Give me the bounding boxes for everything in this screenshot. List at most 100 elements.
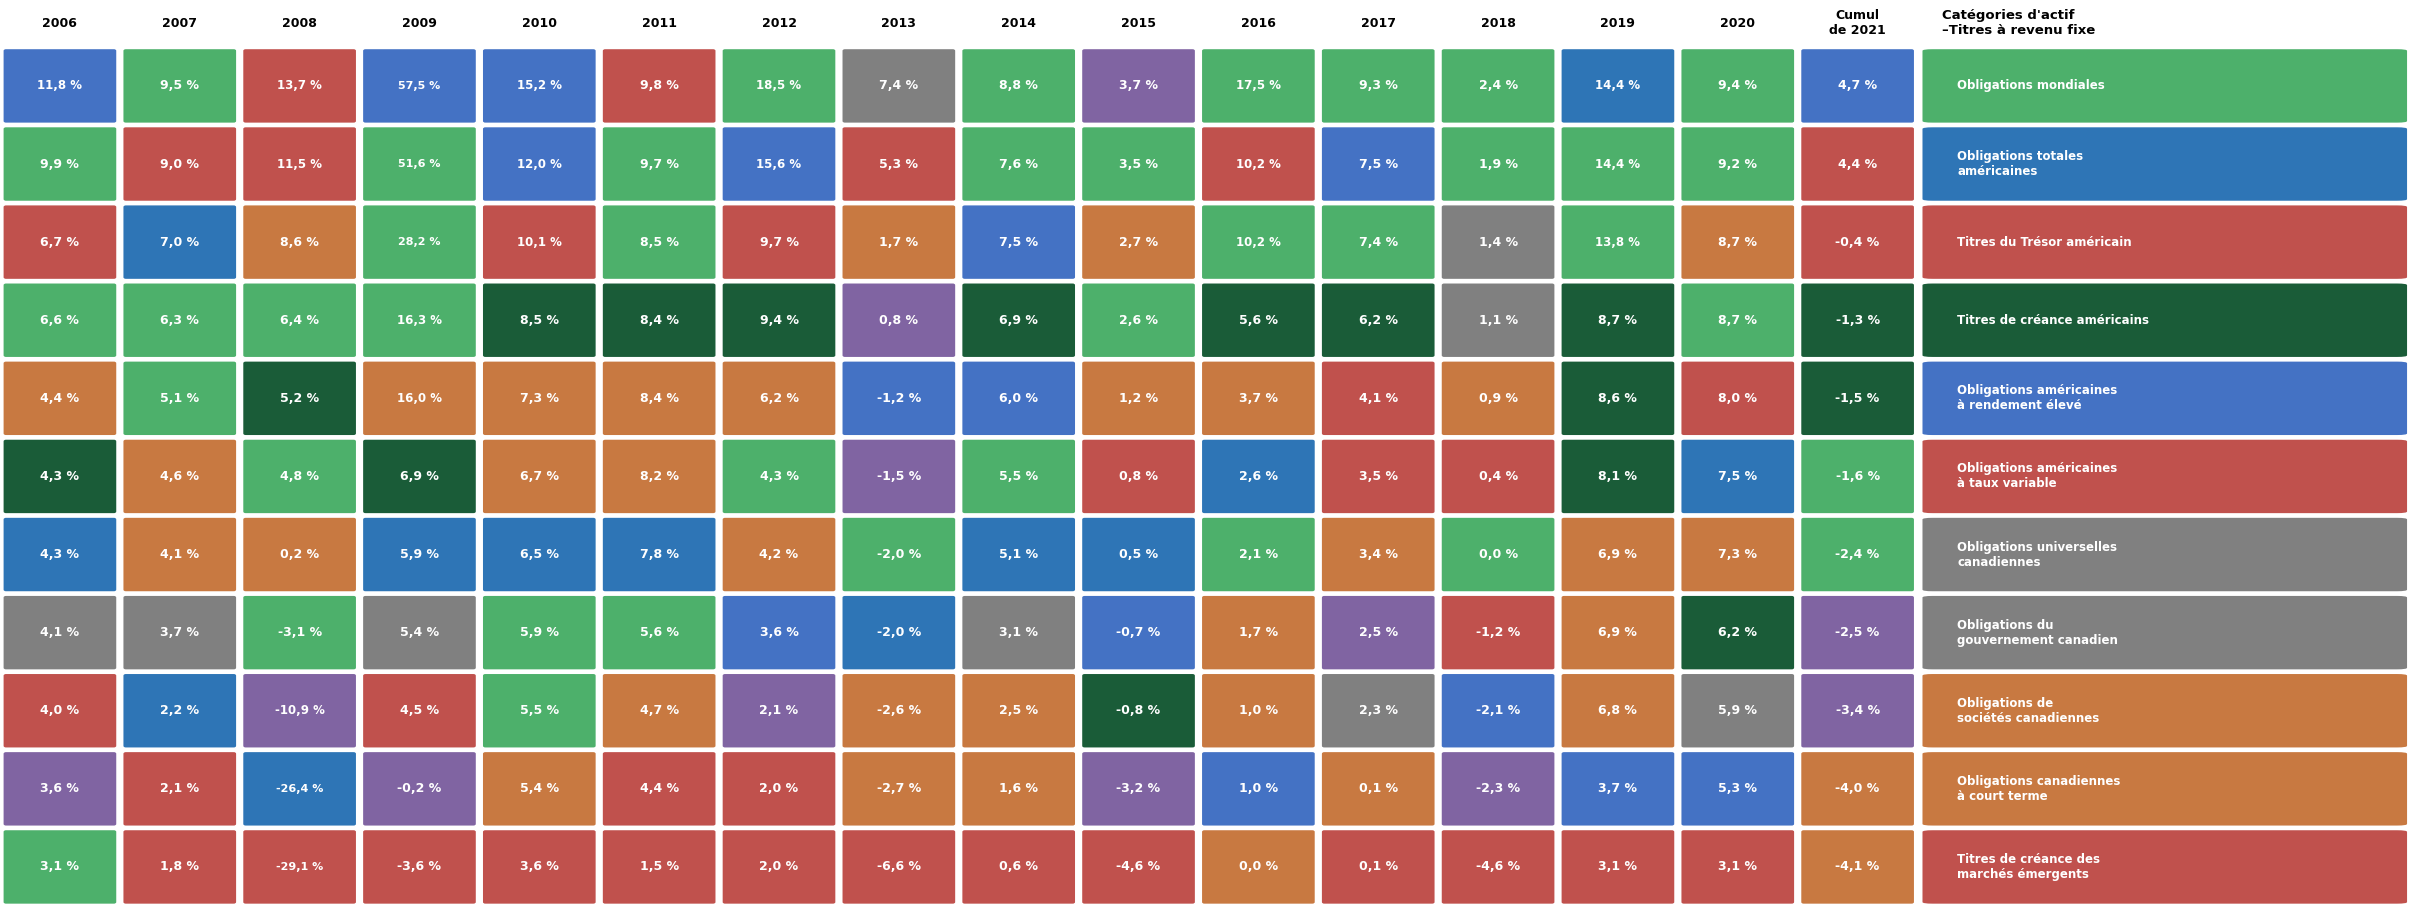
FancyBboxPatch shape (2, 49, 116, 122)
FancyBboxPatch shape (2, 128, 116, 201)
FancyBboxPatch shape (1561, 439, 1674, 513)
Text: Obligations canadiennes
à court terme: Obligations canadiennes à court terme (1956, 775, 2120, 803)
Text: -3,2 %: -3,2 % (1117, 783, 1160, 795)
FancyBboxPatch shape (1922, 830, 2407, 903)
Text: 4,7 %: 4,7 % (639, 704, 678, 718)
FancyBboxPatch shape (364, 49, 475, 122)
Text: -2,3 %: -2,3 % (1476, 783, 1520, 795)
FancyBboxPatch shape (2, 674, 116, 747)
FancyBboxPatch shape (1922, 284, 2407, 357)
FancyBboxPatch shape (1442, 439, 1553, 513)
FancyBboxPatch shape (1083, 439, 1194, 513)
FancyBboxPatch shape (123, 206, 236, 279)
FancyBboxPatch shape (1802, 206, 1915, 279)
Text: Obligations universelles
canadiennes: Obligations universelles canadiennes (1956, 541, 2118, 569)
Text: 51,6 %: 51,6 % (398, 159, 441, 169)
FancyBboxPatch shape (603, 206, 716, 279)
FancyBboxPatch shape (123, 518, 236, 592)
FancyBboxPatch shape (364, 830, 475, 903)
FancyBboxPatch shape (1083, 206, 1194, 279)
FancyBboxPatch shape (603, 439, 716, 513)
Text: 6,7 %: 6,7 % (521, 470, 560, 483)
Text: 10,1 %: 10,1 % (516, 236, 562, 248)
FancyBboxPatch shape (482, 361, 596, 435)
FancyBboxPatch shape (2, 830, 116, 903)
Text: 4,4 %: 4,4 % (1838, 158, 1877, 170)
FancyBboxPatch shape (1561, 284, 1674, 357)
FancyBboxPatch shape (364, 128, 475, 201)
FancyBboxPatch shape (1922, 518, 2407, 592)
Text: 2018: 2018 (1481, 17, 1515, 30)
Text: -2,5 %: -2,5 % (1836, 626, 1879, 639)
Text: 7,6 %: 7,6 % (999, 158, 1037, 170)
FancyBboxPatch shape (603, 830, 716, 903)
FancyBboxPatch shape (123, 128, 236, 201)
FancyBboxPatch shape (1083, 674, 1194, 747)
FancyBboxPatch shape (724, 439, 835, 513)
Text: 5,4 %: 5,4 % (400, 626, 439, 639)
Text: 12,0 %: 12,0 % (516, 158, 562, 170)
Text: 8,5 %: 8,5 % (521, 313, 560, 327)
Text: 4,2 %: 4,2 % (760, 548, 798, 561)
Text: 1,1 %: 1,1 % (1479, 313, 1517, 327)
FancyBboxPatch shape (1322, 752, 1435, 825)
Text: 2,7 %: 2,7 % (1119, 236, 1158, 248)
Text: 6,2 %: 6,2 % (1358, 313, 1397, 327)
FancyBboxPatch shape (1922, 49, 2407, 122)
Text: 9,8 %: 9,8 % (639, 80, 678, 92)
FancyBboxPatch shape (842, 49, 955, 122)
FancyBboxPatch shape (1922, 596, 2407, 670)
FancyBboxPatch shape (1442, 752, 1553, 825)
Text: 0,4 %: 0,4 % (1479, 470, 1517, 483)
Text: 2,4 %: 2,4 % (1479, 80, 1517, 92)
Text: 4,4 %: 4,4 % (41, 391, 80, 405)
Text: 14,4 %: 14,4 % (1594, 80, 1640, 92)
FancyBboxPatch shape (1201, 830, 1315, 903)
Text: 5,5 %: 5,5 % (519, 704, 560, 718)
Text: 9,9 %: 9,9 % (41, 158, 80, 170)
FancyBboxPatch shape (603, 596, 716, 670)
FancyBboxPatch shape (1681, 596, 1795, 670)
FancyBboxPatch shape (123, 439, 236, 513)
FancyBboxPatch shape (1442, 830, 1553, 903)
FancyBboxPatch shape (1083, 49, 1194, 122)
Text: 3,5 %: 3,5 % (1358, 470, 1397, 483)
FancyBboxPatch shape (1322, 49, 1435, 122)
FancyBboxPatch shape (2, 284, 116, 357)
Text: 0,0 %: 0,0 % (1240, 861, 1278, 873)
FancyBboxPatch shape (962, 206, 1076, 279)
FancyBboxPatch shape (1922, 128, 2407, 201)
FancyBboxPatch shape (842, 206, 955, 279)
Text: -1,5 %: -1,5 % (1836, 391, 1879, 405)
FancyBboxPatch shape (1561, 830, 1674, 903)
FancyBboxPatch shape (1083, 284, 1194, 357)
FancyBboxPatch shape (1322, 518, 1435, 592)
Text: 15,6 %: 15,6 % (757, 158, 801, 170)
FancyBboxPatch shape (962, 596, 1076, 670)
FancyBboxPatch shape (244, 361, 357, 435)
FancyBboxPatch shape (1442, 596, 1553, 670)
Text: -3,6 %: -3,6 % (398, 861, 441, 873)
FancyBboxPatch shape (482, 752, 596, 825)
FancyBboxPatch shape (724, 674, 835, 747)
Text: 4,3 %: 4,3 % (41, 470, 80, 483)
FancyBboxPatch shape (1322, 596, 1435, 670)
Text: 2,2 %: 2,2 % (159, 704, 200, 718)
Text: -0,4 %: -0,4 % (1836, 236, 1879, 248)
Text: 3,7 %: 3,7 % (159, 626, 200, 639)
Text: 4,0 %: 4,0 % (41, 704, 80, 718)
FancyBboxPatch shape (1922, 439, 2407, 513)
Text: 4,3 %: 4,3 % (760, 470, 798, 483)
Text: 5,2 %: 5,2 % (280, 391, 318, 405)
FancyBboxPatch shape (244, 674, 357, 747)
Text: 7,8 %: 7,8 % (639, 548, 678, 561)
FancyBboxPatch shape (123, 752, 236, 825)
Text: -3,4 %: -3,4 % (1836, 704, 1879, 718)
FancyBboxPatch shape (1322, 674, 1435, 747)
FancyBboxPatch shape (724, 49, 835, 122)
Text: 1,0 %: 1,0 % (1240, 783, 1278, 795)
FancyBboxPatch shape (842, 752, 955, 825)
Text: 7,3 %: 7,3 % (1717, 548, 1758, 561)
Text: 6,6 %: 6,6 % (41, 313, 80, 327)
Text: 3,1 %: 3,1 % (41, 861, 80, 873)
